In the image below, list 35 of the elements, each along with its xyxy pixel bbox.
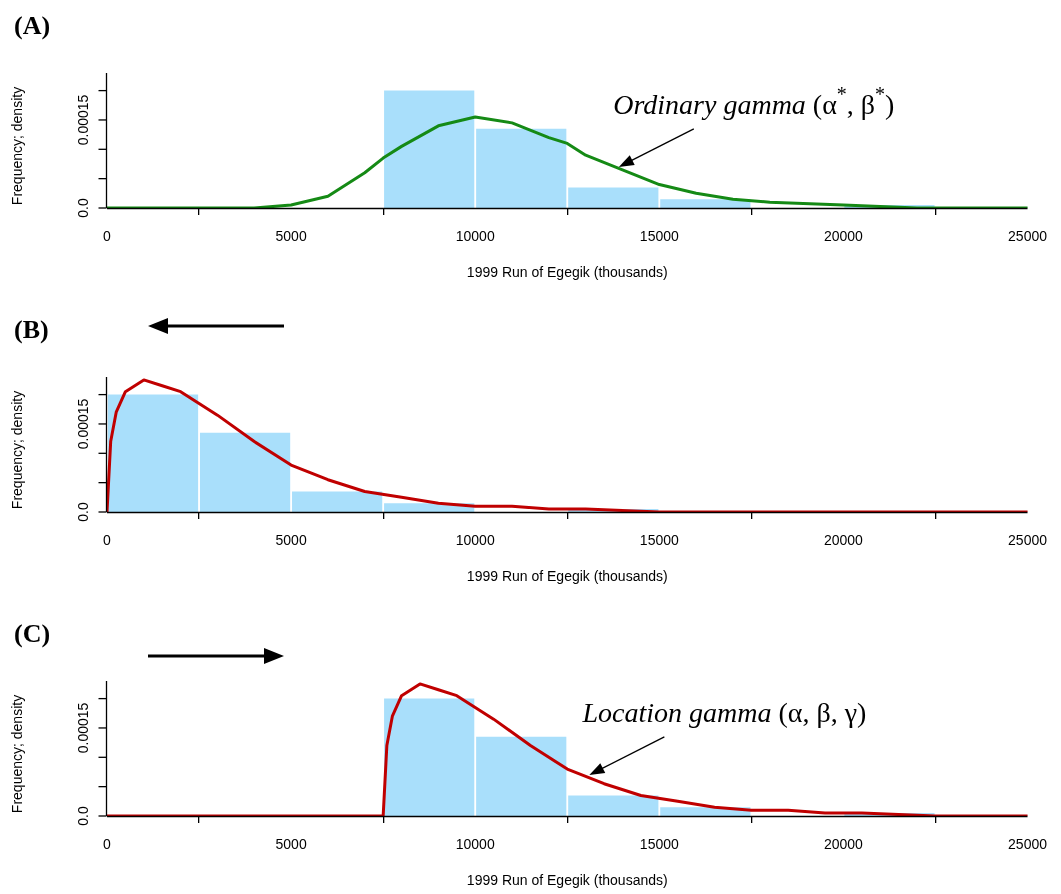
x-tick-label: 0 — [103, 836, 112, 853]
y-tick-label: 0.0 — [75, 198, 92, 218]
x-tick-label: 5000 — [275, 228, 307, 245]
x-tick-label: 10000 — [455, 228, 495, 245]
y-tick-label: 0.0 — [75, 502, 92, 522]
x-tick-label: 10000 — [455, 532, 495, 549]
x-tick-label: 20000 — [823, 228, 864, 245]
x-tick-label: 15000 — [639, 836, 679, 853]
x-tick-label: 5000 — [275, 836, 307, 853]
x-tick-label: 15000 — [639, 532, 679, 549]
x-tick-label: 15000 — [639, 228, 679, 245]
chart-title: (C) — [14, 618, 51, 648]
x-tick-label: 0 — [103, 228, 112, 245]
chart-title: (A) — [14, 10, 51, 40]
y-axis-title: Frequency; density — [8, 694, 25, 814]
x-tick-label: 20000 — [823, 836, 864, 853]
y-tick-label: 0.00015 — [75, 398, 92, 450]
x-axis-title: 1999 Run of Egegik (thousands) — [466, 568, 668, 585]
x-tick-label: 5000 — [275, 532, 307, 549]
x-tick-label: 20000 — [823, 532, 864, 549]
x-tick-label: 25000 — [1008, 836, 1048, 853]
x-axis-title: 1999 Run of Egegik (thousands) — [466, 872, 668, 889]
y-tick-label: 0.00015 — [75, 94, 92, 146]
chart-title: (B) — [14, 314, 49, 344]
x-tick-label: 10000 — [455, 836, 495, 853]
y-axis-title: Frequency; density — [8, 390, 25, 510]
y-axis-title: Frequency; density — [8, 86, 25, 206]
x-tick-label: 25000 — [1008, 228, 1048, 245]
annotation: Location gamma (α, β, γ) — [581, 697, 867, 729]
y-tick-label: 0.0 — [75, 806, 92, 826]
x-tick-label: 25000 — [1008, 532, 1048, 549]
x-axis-title: 1999 Run of Egegik (thousands) — [466, 264, 668, 281]
annotation: Ordinary gamma (α*, β*) — [613, 83, 895, 121]
y-tick-label: 0.00015 — [75, 702, 92, 754]
x-tick-label: 0 — [103, 532, 112, 549]
